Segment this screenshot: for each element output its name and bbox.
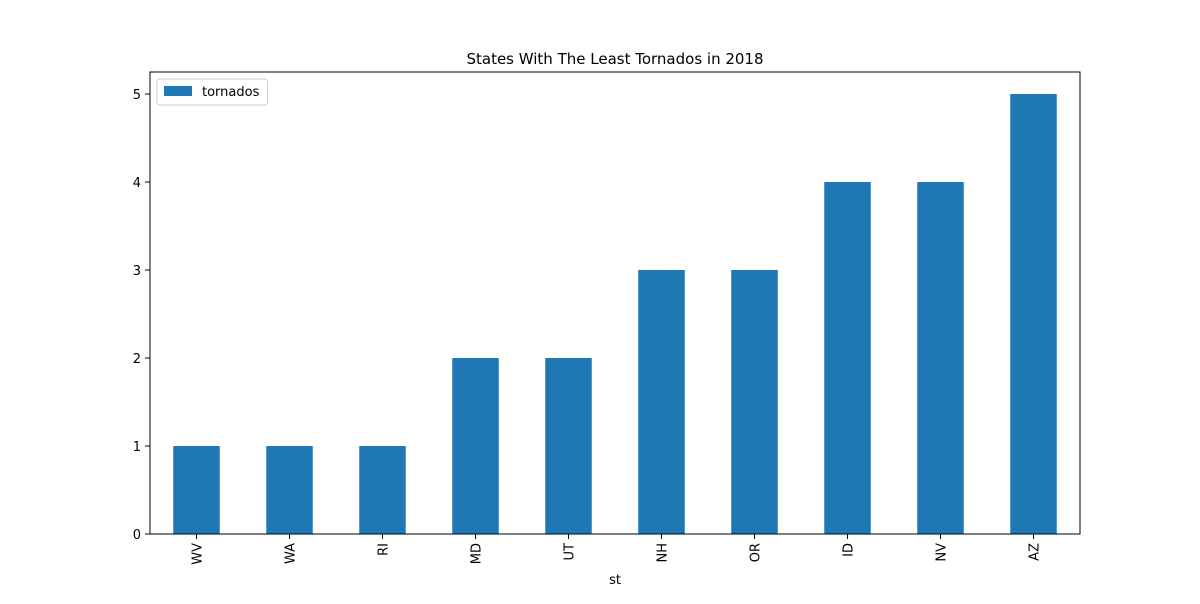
bar-nv <box>917 182 964 534</box>
x-tick-label: UT <box>563 543 578 561</box>
bar-md <box>452 358 499 534</box>
bar-ut <box>545 358 592 534</box>
bar-id <box>824 182 871 534</box>
x-tick-label: AZ <box>1028 543 1043 561</box>
legend-swatch <box>164 86 192 96</box>
x-tick-label: NH <box>656 543 671 563</box>
y-tick-label: 5 <box>133 88 141 103</box>
bar-az <box>1010 94 1057 534</box>
x-tick-label: ID <box>842 543 857 557</box>
x-tick-label: WV <box>191 543 206 565</box>
plot-area <box>173 94 1057 534</box>
y-axis: 0 1 2 3 4 5 <box>133 88 150 543</box>
x-tick-label: NV <box>935 543 950 562</box>
y-tick-label: 4 <box>133 176 141 191</box>
legend-label: tornados <box>202 85 260 100</box>
bar-ri <box>359 446 406 534</box>
x-tick-label: RI <box>377 543 392 556</box>
bar-wv <box>173 446 220 534</box>
bar-or <box>731 270 778 534</box>
x-axis: WV WA RI MD UT NH OR ID NV AZ <box>191 534 1043 565</box>
x-axis-label: st <box>609 573 621 588</box>
x-tick-label: OR <box>749 543 764 562</box>
bar-wa <box>266 446 313 534</box>
chart-title: States With The Least Tornados in 2018 <box>466 50 763 68</box>
y-tick-label: 1 <box>133 440 141 455</box>
plot-frame <box>149 71 1081 535</box>
x-tick-label: WA <box>284 543 299 564</box>
x-tick-label: MD <box>470 543 485 564</box>
legend-box <box>156 78 269 106</box>
legend: tornados <box>156 78 269 106</box>
bar-nh <box>638 270 685 534</box>
y-tick-label: 2 <box>133 352 141 367</box>
y-tick-label: 3 <box>133 264 141 279</box>
y-tick-label: 0 <box>133 528 141 543</box>
